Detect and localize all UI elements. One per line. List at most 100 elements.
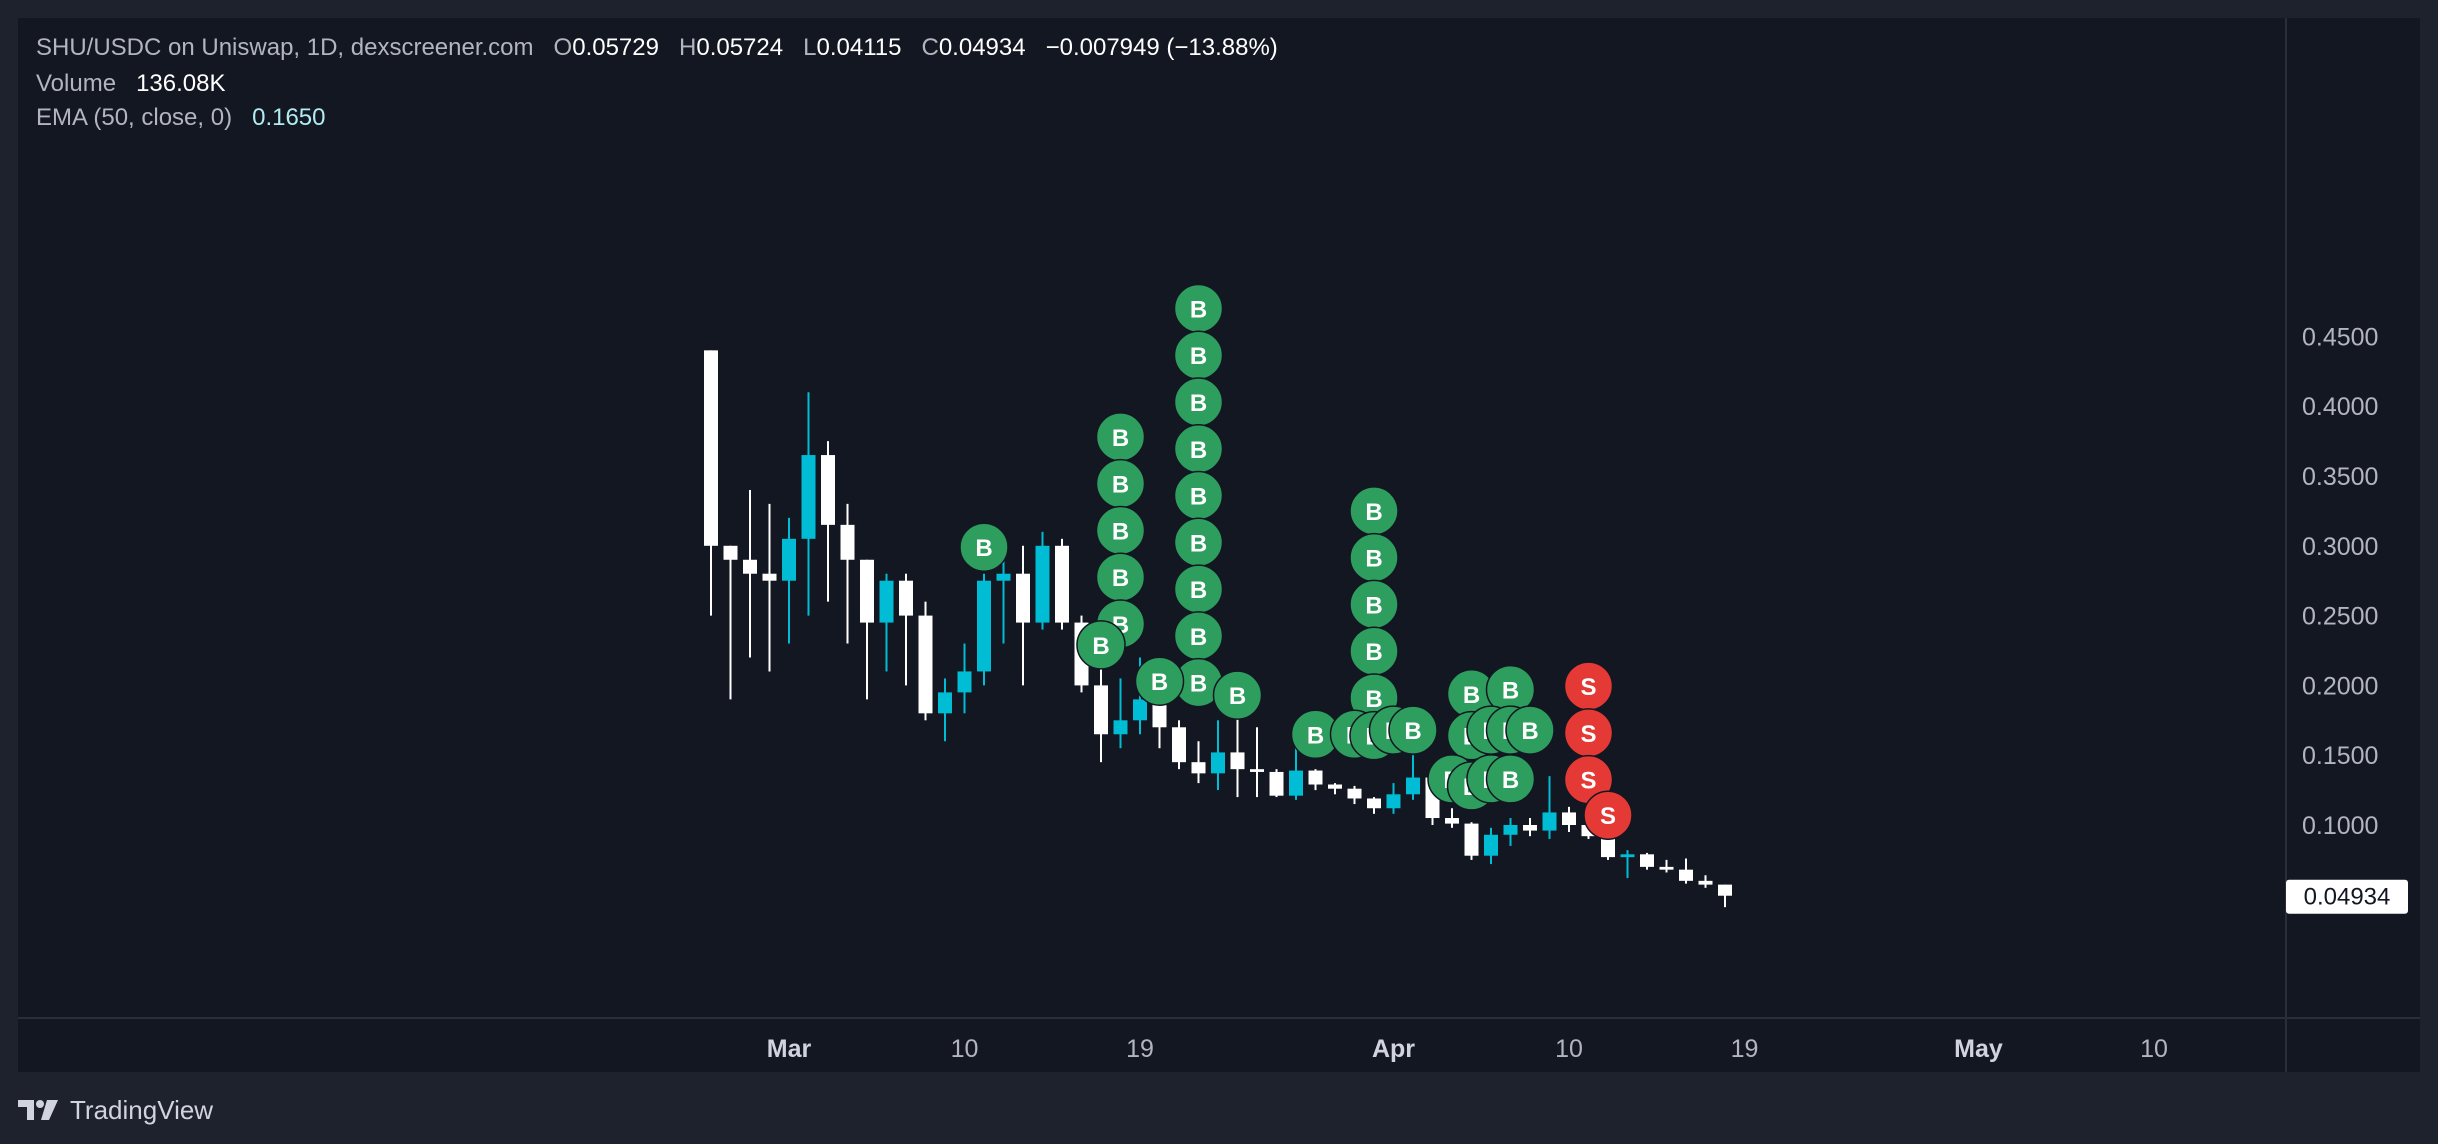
candle-body: [1289, 770, 1303, 796]
candle-body: [1113, 720, 1128, 735]
marker-label: B: [1190, 296, 1207, 323]
ema-label: EMA (50, close, 0): [36, 104, 233, 131]
legend-ohlc: SHU/USDC on Uniswap, 1D, dexscreener.com…: [36, 34, 1278, 62]
x-tick-label: 19: [1731, 1035, 1759, 1063]
legend-ema: EMA (50, close, 0) 0.1650: [36, 104, 326, 132]
candle-body: [1386, 794, 1401, 809]
marker-label: B: [1365, 546, 1382, 573]
candle-body: [957, 671, 972, 693]
legend-symbol: SHU/USDC on Uniswap, 1D, dexscreener.com: [36, 34, 534, 61]
marker-circle: [1212, 670, 1263, 720]
marker-label: B: [1365, 592, 1382, 619]
y-tick-label: 0.1500: [2302, 742, 2378, 770]
buy-marker: B: [1173, 564, 1224, 614]
candle-body: [762, 573, 777, 581]
marker-label: B: [1502, 767, 1519, 794]
x-tick-label: Apr: [1372, 1035, 1415, 1063]
x-tick-label: Mar: [767, 1035, 812, 1063]
low-value: 0.04115: [816, 34, 902, 61]
candle-body: [1484, 834, 1498, 856]
candles-layer: [704, 350, 1732, 908]
legend-volume: Volume 136.08K: [36, 70, 226, 98]
buy-marker: B: [1095, 412, 1146, 462]
axes-layer: 0.4500 0.4000 0.3500 0.3000 0.2500 0.2000 0.15…: [18, 18, 2420, 1072]
marker-label: B: [1365, 499, 1382, 526]
marker-circle: [1076, 620, 1126, 670]
candle-body: [1562, 812, 1576, 825]
marker-label: B: [1190, 343, 1207, 370]
open-value: 0.05729: [572, 34, 659, 61]
candle-body: [938, 692, 952, 714]
marker-circle: [1485, 754, 1536, 804]
candle-body: [782, 538, 796, 581]
candle-body: [1581, 825, 1596, 837]
candle-body: [801, 455, 816, 539]
y-tick-label: 0.3000: [2302, 533, 2378, 561]
tradingview-label: TradingView: [70, 1094, 214, 1125]
buy-marker: B: [1485, 754, 1536, 804]
x-tick-label: May: [1954, 1035, 2003, 1063]
marker-label: B: [1502, 678, 1519, 705]
candle-body: [996, 573, 1011, 581]
x-tick-label: 10: [2140, 1035, 2168, 1063]
sell-marker: S: [1563, 708, 1614, 758]
marker-label: B: [1365, 686, 1382, 713]
buy-marker: B: [1095, 505, 1146, 556]
marker-circle: [1505, 705, 1555, 755]
y-tick-label: 0.2000: [2302, 672, 2378, 700]
marker-label: B: [1112, 565, 1129, 592]
marker-label: B: [1190, 484, 1207, 511]
close-value: 0.04934: [938, 34, 1026, 61]
buy-marker: B: [1076, 620, 1126, 670]
sell-marker: S: [1563, 661, 1614, 711]
candle-body: [1659, 866, 1674, 870]
y-tick-label: 0.3500: [2302, 463, 2378, 491]
marker-label: B: [1365, 639, 1382, 666]
tradingview-logo-icon: [18, 1100, 58, 1120]
candle-body: [860, 559, 874, 623]
buy-marker: B: [1173, 517, 1224, 568]
candle-body: [821, 455, 835, 525]
candle-body: [1035, 545, 1050, 623]
x-tick-label: 10: [951, 1035, 979, 1063]
marker-label: B: [1404, 718, 1421, 745]
candle-body: [1601, 836, 1615, 858]
marker-label: B: [1307, 722, 1324, 749]
candle-body: [1172, 727, 1186, 763]
tradingview-brand[interactable]: TradingView: [18, 1092, 213, 1128]
change-value: −0.007949 (−13.88%): [1045, 34, 1278, 61]
buy-marker: B: [1349, 626, 1399, 676]
candle-body: [1406, 777, 1420, 795]
candle-body: [1269, 771, 1284, 796]
marker-label: S: [1580, 721, 1596, 748]
marker-label: B: [1112, 425, 1129, 452]
candle-body: [704, 350, 718, 546]
buy-marker: B: [1505, 705, 1555, 755]
marker-label: B: [975, 535, 992, 562]
volume-value: 136.08K: [136, 70, 226, 97]
last-price-badge: [2286, 879, 2408, 914]
candle-body: [1523, 825, 1537, 831]
buy-marker: B: [1485, 664, 1536, 715]
candle-body: [1679, 869, 1693, 881]
candle-body: [1211, 752, 1225, 774]
candle-body: [1640, 854, 1654, 867]
buy-marker: B: [1134, 656, 1185, 706]
buy-marker: B: [1349, 532, 1399, 583]
candle-body: [1328, 784, 1342, 789]
markers-layer: BBBBBBBBBBBBBBBBBBBBBBBBBBBBBBBBBBBBBBSS…: [959, 283, 1633, 840]
close-label: C: [921, 34, 939, 61]
buy-marker: B: [1095, 458, 1146, 509]
marker-label: B: [1112, 472, 1129, 499]
candle-body: [1445, 818, 1459, 824]
candle-body: [1191, 762, 1206, 774]
buy-marker: B: [1212, 670, 1263, 720]
candle-body: [1230, 752, 1245, 770]
y-tick-label: 0.1000: [2302, 812, 2378, 840]
marker-circle: [1388, 705, 1438, 755]
x-tick-label: 19: [1126, 1035, 1154, 1063]
candle-body: [1464, 823, 1479, 856]
candle-body: [899, 580, 913, 616]
candle-body: [1094, 685, 1108, 735]
